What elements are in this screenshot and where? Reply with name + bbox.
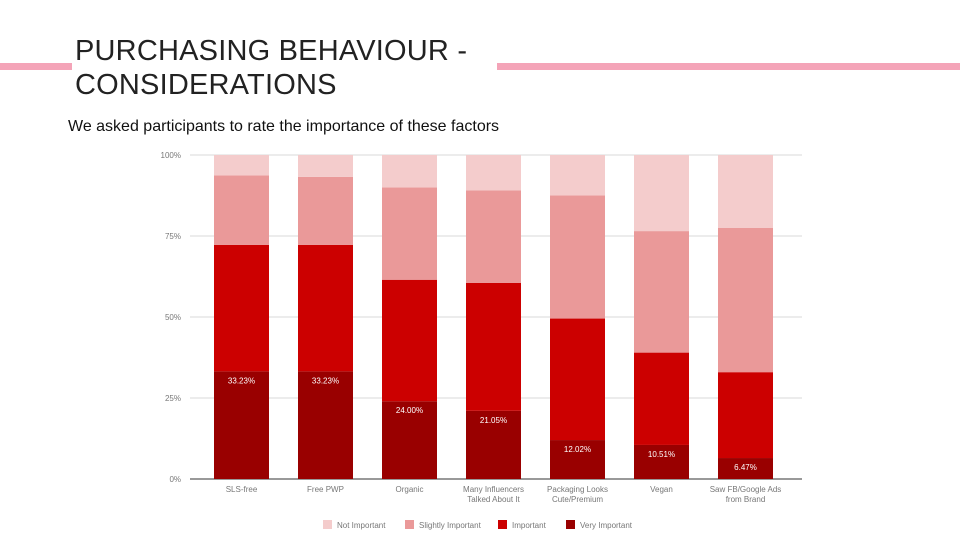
bar-segment-important [214, 244, 269, 372]
bar-segment-not-important [550, 155, 605, 196]
x-category-label: from Brand [726, 495, 766, 504]
page-title: PURCHASING BEHAVIOUR - CONSIDERATIONS [75, 34, 467, 102]
x-category-label: Many Influencers [463, 485, 524, 494]
bar-segment-important [550, 318, 605, 441]
data-label: 10.51% [648, 450, 675, 459]
bar-segment-slightly-important [550, 195, 605, 319]
bar-segment-very-important [214, 371, 269, 479]
bar-segment-very-important [550, 440, 605, 479]
x-category-label: SLS-free [226, 485, 258, 494]
bar-segment-not-important [214, 155, 269, 176]
legend-label: Very Important [580, 521, 633, 530]
bar-segment-not-important [466, 155, 521, 191]
bar-segment-slightly-important [634, 231, 689, 353]
legend-swatch [323, 520, 332, 529]
bar-segment-important [298, 244, 353, 372]
y-tick-label: 75% [165, 232, 181, 241]
bar-segment-slightly-important [298, 176, 353, 245]
legend-label: Not Important [337, 521, 386, 530]
page-title-line-2: CONSIDERATIONS [75, 69, 337, 101]
bar-segment-very-important [634, 444, 689, 479]
bar-segment-very-important [718, 458, 773, 479]
y-tick-label: 100% [161, 151, 181, 160]
data-label: 21.05% [480, 416, 507, 425]
legend-swatch [566, 520, 575, 529]
bar-segment-not-important [382, 155, 437, 188]
bar-segment-not-important [718, 155, 773, 228]
x-category-label: Vegan [650, 485, 673, 494]
x-category-label: Organic [395, 485, 423, 494]
bar-segment-not-important [298, 155, 353, 177]
bar-segment-very-important [382, 401, 437, 479]
bar-segment-slightly-important [718, 227, 773, 373]
bar-segment-not-important [634, 155, 689, 232]
bar-segment-very-important [466, 410, 521, 479]
y-tick-label: 0% [169, 475, 181, 484]
y-tick-label: 50% [165, 313, 181, 322]
legend-label: Important [512, 521, 547, 530]
title-accent-rule-right [497, 63, 960, 70]
bar-segment-slightly-important [214, 175, 269, 245]
bar-segment-slightly-important [466, 190, 521, 283]
legend-swatch [405, 520, 414, 529]
x-category-label: Free PWP [307, 485, 344, 494]
bar-segment-slightly-important [382, 187, 437, 280]
bar-segment-important [634, 352, 689, 445]
x-category-label: Saw FB/Google Ads [710, 485, 782, 494]
bar-segment-very-important [298, 371, 353, 479]
data-label: 33.23% [312, 376, 339, 385]
legend-swatch [498, 520, 507, 529]
data-label: 6.47% [734, 463, 757, 472]
page-title-line-1: PURCHASING BEHAVIOUR - [75, 35, 468, 67]
title-accent-rule-left [0, 63, 72, 70]
y-tick-label: 25% [165, 394, 181, 403]
x-category-label: Cute/Premium [552, 495, 603, 504]
bar-segment-important [466, 282, 521, 411]
data-label: 12.02% [564, 445, 591, 454]
data-label: 24.00% [396, 406, 423, 415]
bar-segment-important [382, 279, 437, 402]
page-subtitle: We asked participants to rate the import… [68, 118, 500, 135]
bar-segment-important [718, 372, 773, 459]
data-label: 33.23% [228, 376, 255, 385]
x-category-label: Packaging Looks [547, 485, 608, 494]
x-category-label: Talked About It [467, 495, 520, 504]
legend-label: Slightly Important [419, 521, 482, 530]
